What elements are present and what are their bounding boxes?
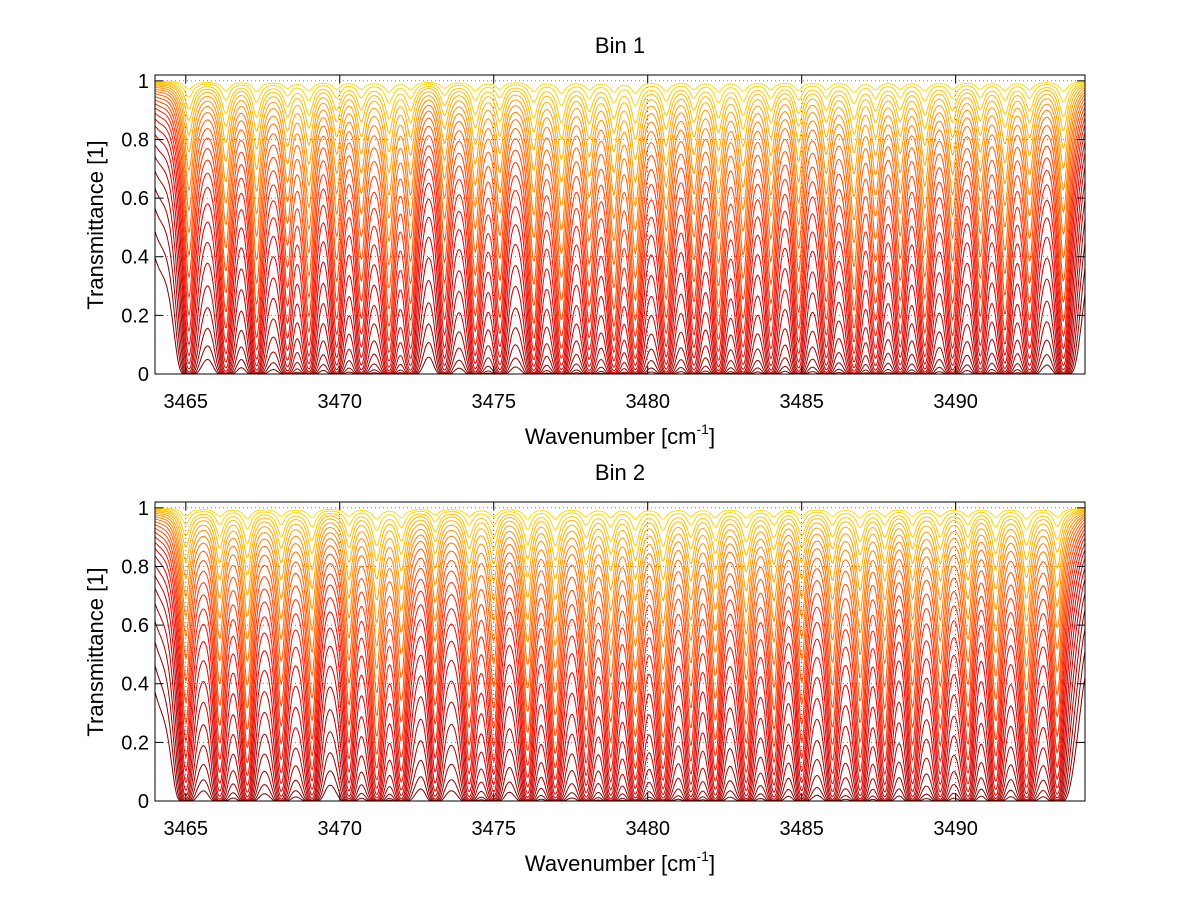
y-axis-label: Transmittance [1] [83, 567, 108, 736]
transmittance-series-line [154, 513, 1086, 625]
transmittance-series-line [154, 85, 1086, 184]
plot-frame [154, 501, 1086, 802]
transmittance-series-line [154, 532, 1086, 770]
transmittance-series-line [154, 558, 1086, 799]
transmittance-series-line [154, 92, 1086, 280]
y-tick-label: 0.8 [121, 129, 149, 151]
x-tick-label: 3490 [933, 818, 978, 840]
transmittance-series-line [154, 593, 1086, 802]
transmittance-series-line [154, 509, 1086, 547]
x-tick-label: 3470 [318, 818, 363, 840]
transmittance-series-line [154, 511, 1086, 602]
transmittance-curves [154, 507, 1086, 802]
transmittance-series-line [154, 156, 1086, 375]
transmittance-series-line [154, 537, 1086, 782]
transmittance-series-line [154, 134, 1086, 373]
x-tick-label: 3465 [164, 391, 209, 413]
transmittance-series-line [154, 95, 1086, 303]
x-ticks: 3465 3470 3475 3480 3485 3490 [164, 502, 978, 840]
transmittance-series-line [154, 88, 1086, 233]
transmittance-curves [154, 80, 1086, 375]
transmittance-series-line [154, 550, 1086, 796]
y-tick-label: 0.2 [121, 305, 149, 327]
transmittance-series-line [154, 118, 1086, 367]
x-tick-label: 3475 [471, 391, 516, 413]
x-axis-label: Wavenumber [cm-1] [525, 421, 715, 449]
y-tick-label: 0 [138, 364, 149, 386]
chart-title: Bin 1 [595, 33, 645, 58]
x-tick-label: 3470 [318, 391, 363, 413]
transmittance-series-line [154, 86, 1086, 208]
transmittance-series-line [155, 507, 1086, 520]
y-tick-label: 1 [138, 71, 149, 93]
transmittance-series-line [154, 83, 1086, 161]
transmittance-series-line [155, 80, 1085, 95]
transmittance-series-line [154, 82, 1086, 141]
transmittance-series-line [154, 509, 1086, 562]
x-tick-label: 3485 [779, 818, 824, 840]
y-tick-label: 0.2 [121, 732, 149, 754]
x-tick-label: 3480 [625, 818, 670, 840]
y-tick-label: 0.6 [121, 188, 149, 210]
transmittance-series-line [155, 508, 1086, 531]
transmittance-series-line [154, 107, 1086, 350]
transmittance-series-line [154, 567, 1086, 801]
x-tick-label: 3490 [933, 391, 978, 413]
transmittance-series-line [154, 579, 1086, 802]
x-tick-label: 3485 [779, 391, 824, 413]
chart-panel-bin-2: Bin 2 3465 3470 3475 3480 3485 3490 0 0.2 0.4 0.… [83, 460, 1086, 876]
y-tick-label: 0.6 [121, 615, 149, 637]
transmittance-series-line [154, 510, 1086, 581]
transmittance-series-line [154, 103, 1086, 338]
transmittance-series-line [154, 144, 1086, 374]
y-tick-label: 1 [138, 498, 149, 520]
y-ticks: 0 0.2 0.4 0.6 0.8 1 [121, 71, 1085, 386]
y-tick-label: 0.4 [121, 247, 149, 269]
y-tick-label: 0.8 [121, 556, 149, 578]
x-tick-label: 3465 [164, 818, 209, 840]
transmittance-series-line [154, 99, 1086, 322]
transmittance-series-line [154, 522, 1086, 718]
x-tick-label: 3475 [471, 818, 516, 840]
x-axis-label: Wavenumber [cm-1] [525, 848, 715, 876]
x-ticks: 3465 3470 3475 3480 3485 3490 [164, 75, 978, 413]
transmittance-series-line [154, 519, 1086, 695]
chart-title: Bin 2 [595, 460, 645, 485]
transmittance-series-line [154, 516, 1086, 671]
transmittance-series-line [154, 543, 1086, 790]
y-tick-label: 0 [138, 791, 149, 813]
plot-frame [154, 74, 1086, 375]
y-tick-label: 0.4 [121, 674, 149, 696]
transmittance-series-line [154, 125, 1086, 371]
transmittance-series-line [154, 90, 1086, 256]
transmittance-series-line [154, 525, 1086, 739]
transmittance-series-line [154, 515, 1086, 648]
transmittance-series-line [154, 528, 1086, 756]
transmittance-series-line [155, 81, 1086, 107]
x-tick-label: 3480 [625, 391, 670, 413]
transmittance-series-line [155, 82, 1086, 124]
chart-panel-bin-1: Bin 1 3465 3470 3475 3480 3485 3490 0 0.2 0.4 0.… [83, 33, 1086, 449]
y-axis-label: Transmittance [1] [83, 140, 108, 309]
transmittance-series-line [154, 112, 1086, 360]
y-ticks: 0 0.2 0.4 0.6 0.8 1 [121, 498, 1085, 813]
